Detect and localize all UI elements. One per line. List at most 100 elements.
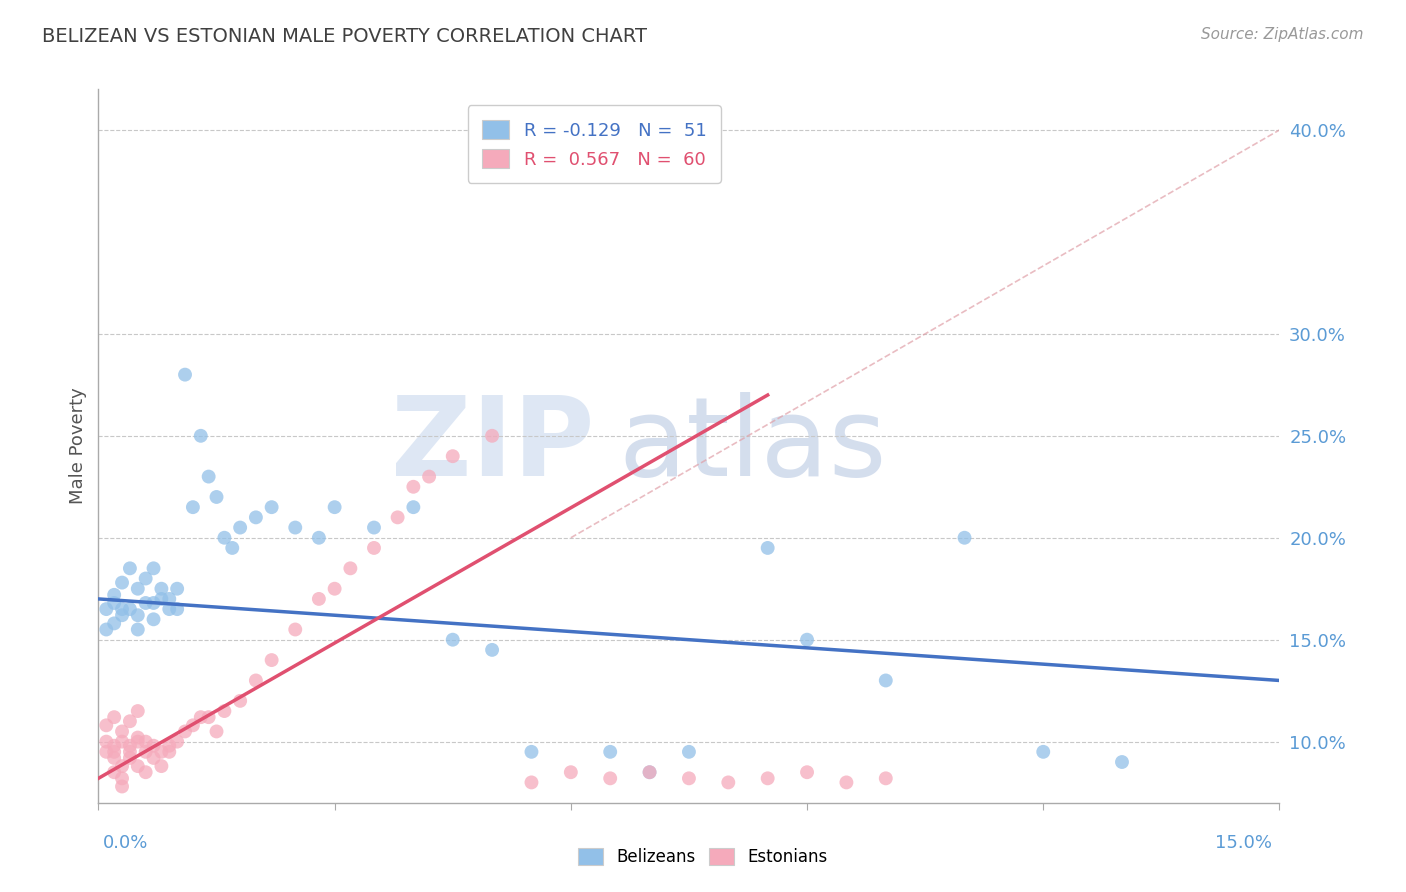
Point [103, 588, 125, 602]
Point [308, 531, 330, 545]
Point [127, 704, 149, 718]
Point [717, 775, 740, 789]
Point [599, 745, 621, 759]
Point [190, 710, 212, 724]
Point [135, 572, 157, 586]
Point [214, 531, 236, 545]
Point [96, 623, 118, 637]
Point [103, 765, 125, 780]
Point [560, 765, 582, 780]
Point [520, 775, 543, 789]
Point [103, 739, 125, 753]
Point [157, 591, 180, 606]
Text: Source: ZipAtlas.com: Source: ZipAtlas.com [1201, 27, 1364, 42]
Point [835, 775, 858, 789]
Point [118, 602, 141, 616]
Point [181, 500, 204, 515]
Point [796, 765, 818, 780]
Point [111, 724, 134, 739]
Point [221, 541, 243, 555]
Point [142, 751, 165, 765]
Point [323, 500, 346, 515]
Point [150, 582, 173, 596]
Point [118, 745, 141, 759]
Text: ZIP: ZIP [391, 392, 595, 500]
Text: 0.0%: 0.0% [103, 834, 148, 852]
Point [96, 734, 118, 748]
Point [118, 714, 141, 729]
Point [166, 734, 188, 748]
Point [205, 724, 228, 739]
Point [166, 602, 188, 616]
Point [135, 596, 157, 610]
Point [481, 429, 503, 443]
Point [402, 480, 425, 494]
Point [190, 429, 212, 443]
Point [127, 623, 149, 637]
Point [127, 734, 149, 748]
Point [181, 718, 204, 732]
Point [103, 745, 125, 759]
Point [127, 608, 149, 623]
Point [127, 731, 149, 745]
Point [111, 608, 134, 623]
Point [135, 734, 157, 748]
Point [284, 623, 307, 637]
Point [520, 745, 543, 759]
Point [103, 596, 125, 610]
Text: 15.0%: 15.0% [1215, 834, 1272, 852]
Legend: R = -0.129   N =  51, R =  0.567   N =  60: R = -0.129 N = 51, R = 0.567 N = 60 [468, 105, 721, 183]
Point [875, 772, 897, 786]
Point [245, 673, 267, 688]
Point [127, 759, 149, 773]
Point [1111, 755, 1133, 769]
Point [111, 602, 134, 616]
Point [418, 469, 440, 483]
Point [953, 531, 976, 545]
Point [111, 734, 134, 748]
Point [157, 739, 180, 753]
Point [214, 704, 236, 718]
Point [1032, 745, 1054, 759]
Point [118, 561, 141, 575]
Point [308, 591, 330, 606]
Point [174, 368, 197, 382]
Point [229, 520, 252, 534]
Point [363, 541, 385, 555]
Point [197, 469, 219, 483]
Point [127, 582, 149, 596]
Point [96, 718, 118, 732]
Point [245, 510, 267, 524]
Point [197, 710, 219, 724]
Point [875, 673, 897, 688]
Point [118, 751, 141, 765]
Point [756, 541, 779, 555]
Point [96, 745, 118, 759]
Point [284, 520, 307, 534]
Point [678, 772, 700, 786]
Point [205, 490, 228, 504]
Point [142, 561, 165, 575]
Point [166, 582, 188, 596]
Point [118, 739, 141, 753]
Point [796, 632, 818, 647]
Point [150, 591, 173, 606]
Point [111, 772, 134, 786]
Point [599, 772, 621, 786]
Point [678, 745, 700, 759]
Legend: Belizeans, Estonians: Belizeans, Estonians [569, 840, 837, 875]
Point [135, 765, 157, 780]
Point [441, 449, 464, 463]
Point [638, 765, 661, 780]
Point [157, 602, 180, 616]
Point [402, 500, 425, 515]
Point [135, 745, 157, 759]
Point [638, 765, 661, 780]
Point [174, 724, 197, 739]
Point [229, 694, 252, 708]
Point [323, 582, 346, 596]
Point [150, 759, 173, 773]
Point [142, 596, 165, 610]
Point [481, 643, 503, 657]
Point [157, 745, 180, 759]
